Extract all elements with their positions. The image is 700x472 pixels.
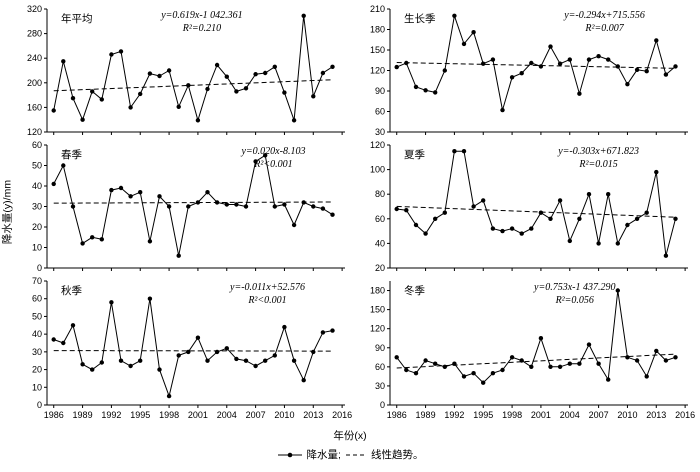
chart-title: 秋季: [61, 284, 82, 297]
svg-text:120: 120: [370, 324, 385, 334]
svg-text:150: 150: [370, 45, 385, 55]
svg-text:60: 60: [375, 107, 385, 117]
svg-text:100: 100: [370, 165, 385, 175]
trend-r-squared: R²=0.056: [555, 295, 594, 306]
svg-text:1998: 1998: [502, 410, 522, 420]
svg-text:150: 150: [370, 305, 385, 315]
svg-text:20: 20: [375, 263, 385, 273]
trend-r-squared: R²=0.015: [578, 159, 617, 170]
svg-text:40: 40: [375, 238, 385, 248]
svg-text:320: 320: [27, 4, 42, 14]
svg-text:50: 50: [32, 311, 42, 321]
chart-winter: 0 30 60 90 120 150 180 1986 1989 1992 1995 1998 2001…: [370, 281, 695, 420]
charts-grid: 120 160 200 240 280 320 年平均 y=0.619x-1 042.361 R…: [14, 2, 700, 426]
svg-text:50: 50: [32, 161, 42, 171]
svg-text:180: 180: [370, 286, 385, 296]
chart-autumn: 0 10 20 30 40 50 60 70 1986 1989 1992 1995 1998 2001 2…: [32, 276, 352, 420]
svg-text:2016: 2016: [332, 410, 352, 420]
svg-text:2013: 2013: [303, 410, 323, 420]
svg-text:20: 20: [32, 365, 42, 375]
trend-equation: y=0.753x-1 437.290: [533, 282, 615, 293]
chart-title: 生长季: [404, 12, 436, 25]
svg-text:90: 90: [375, 86, 385, 96]
svg-text:10: 10: [32, 243, 42, 253]
trend-equation: y=-0.294x+715.556: [563, 10, 645, 21]
svg-text:2001: 2001: [188, 410, 208, 420]
svg-text:2013: 2013: [646, 410, 666, 420]
svg-text:200: 200: [27, 78, 42, 88]
chart-spring: 0 10 20 30 40 50 60 春季 y=0.020x-8.103 R²<0.001: [32, 140, 345, 273]
svg-text:80: 80: [375, 189, 385, 199]
trend-r-squared: R²=0.210: [182, 23, 221, 34]
chart-growing-season: 30 60 90 120 150 180 210 生长季 y=-0.294x+715.556 R²…: [370, 4, 688, 137]
legend: 降水量; 线性趋势。: [0, 447, 700, 462]
svg-text:2010: 2010: [274, 410, 294, 420]
y-axis-label: 降水量(y)/mm: [1, 179, 14, 245]
chart-title: 冬季: [404, 284, 425, 297]
trend-equation: y=-0.303x+671.823: [557, 146, 639, 157]
chart-annual-mean: 120 160 200 240 280 320 年平均 y=0.619x-1 042.361 R…: [27, 4, 345, 137]
svg-text:120: 120: [370, 66, 385, 76]
trend-r-squared: R²=0.007: [584, 23, 624, 34]
chart-title: 春季: [61, 149, 82, 161]
svg-text:1998: 1998: [159, 410, 179, 420]
trend-equation: y=0.020x-8.103: [240, 146, 305, 157]
svg-text:160: 160: [27, 102, 42, 112]
svg-text:20: 20: [32, 222, 42, 232]
svg-text:30: 30: [32, 347, 42, 357]
svg-text:0: 0: [380, 400, 385, 410]
svg-text:1995: 1995: [473, 410, 493, 420]
svg-text:40: 40: [32, 329, 42, 339]
svg-text:40: 40: [32, 181, 42, 191]
svg-text:1986: 1986: [44, 410, 64, 420]
chart-title: 夏季: [404, 149, 425, 161]
svg-text:180: 180: [370, 25, 385, 35]
svg-text:1995: 1995: [130, 410, 150, 420]
svg-text:0: 0: [37, 400, 42, 410]
svg-text:2001: 2001: [531, 410, 551, 420]
trend-line-icon: [345, 454, 366, 455]
trend-r-squared: R²<0.001: [253, 159, 292, 170]
svg-text:120: 120: [370, 140, 385, 150]
svg-text:30: 30: [375, 381, 385, 391]
svg-text:2007: 2007: [589, 410, 609, 420]
trend-r-squared: R²<0.001: [247, 295, 286, 306]
svg-text:2004: 2004: [217, 410, 237, 420]
trend-equation: y=-0.011x+52.576: [229, 282, 305, 293]
svg-text:2010: 2010: [617, 410, 637, 420]
svg-text:2007: 2007: [246, 410, 266, 420]
svg-text:10: 10: [32, 382, 42, 392]
svg-text:1989: 1989: [416, 410, 436, 420]
legend-trend-label: 线性趋势。: [370, 449, 424, 461]
svg-text:60: 60: [32, 294, 42, 304]
svg-text:280: 280: [27, 29, 42, 39]
svg-text:2004: 2004: [560, 410, 580, 420]
svg-text:60: 60: [375, 362, 385, 372]
svg-text:60: 60: [32, 140, 42, 150]
chart-title: 年平均: [61, 12, 93, 25]
precipitation-series-icon: [277, 452, 302, 457]
svg-text:240: 240: [27, 53, 42, 63]
svg-text:1992: 1992: [101, 410, 121, 420]
svg-text:70: 70: [32, 276, 42, 286]
svg-text:2016: 2016: [675, 410, 695, 420]
trend-equation: y=0.619x-1 042.361: [160, 10, 242, 21]
svg-text:120: 120: [27, 127, 42, 137]
svg-text:210: 210: [370, 4, 385, 14]
chart-summer: 20 40 60 80 100 120 夏季 y=-0.303x+671.823 R²=0.01…: [370, 140, 688, 273]
svg-text:60: 60: [375, 214, 385, 224]
svg-text:90: 90: [375, 343, 385, 353]
svg-text:1986: 1986: [387, 410, 407, 420]
svg-text:30: 30: [32, 202, 42, 212]
svg-text:1992: 1992: [444, 410, 464, 420]
x-axis-label: 年份(x): [333, 430, 367, 442]
svg-text:0: 0: [37, 263, 42, 273]
svg-text:1989: 1989: [73, 410, 93, 420]
legend-precipitation-label: 降水量;: [306, 449, 341, 461]
svg-text:30: 30: [375, 127, 385, 137]
